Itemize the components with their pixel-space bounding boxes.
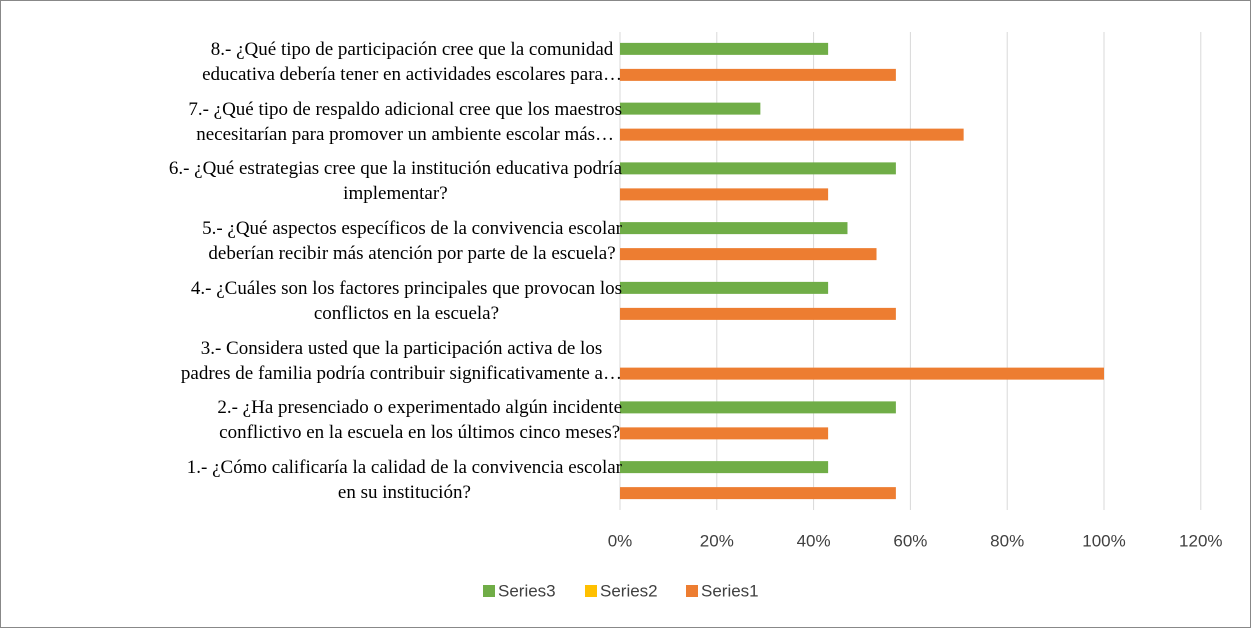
x-tick-label: 120% — [1179, 531, 1222, 550]
y-tick-label: 3.- Considera usted que la participación… — [180, 337, 622, 384]
x-tick-label: 100% — [1082, 531, 1125, 550]
y-tick-label: 1.- ¿Cómo calificaría la calidad de la c… — [186, 457, 622, 504]
bar — [620, 42, 829, 55]
y-tick-label: 5.- ¿Qué aspectos específicos de la conv… — [202, 218, 622, 265]
legend-swatch — [686, 585, 698, 597]
bar — [620, 367, 1104, 380]
legend-swatch — [585, 585, 597, 597]
bar — [620, 427, 829, 440]
x-tick-label: 60% — [893, 531, 927, 550]
x-tick-label: 0% — [608, 531, 633, 550]
bar — [620, 68, 896, 81]
bar — [620, 162, 896, 175]
bar — [620, 188, 829, 201]
bar — [620, 461, 829, 474]
y-tick-label: 6.- ¿Qué estrategias cree que la institu… — [168, 158, 622, 205]
legend-label: Series1 — [701, 581, 759, 600]
y-tick-label: 8.- ¿Qué tipo de participación cree que … — [202, 38, 622, 85]
bar — [620, 281, 829, 294]
bar — [620, 102, 761, 115]
bar — [620, 487, 896, 500]
x-tick-label: 20% — [700, 531, 734, 550]
x-tick-label: 40% — [797, 531, 831, 550]
bar — [620, 307, 896, 320]
bar — [620, 248, 877, 261]
legend-label: Series3 — [498, 581, 556, 600]
legend-swatch — [483, 585, 495, 597]
legend-label: Series2 — [600, 581, 658, 600]
y-tick-label: 2.- ¿Ha presenciado o experimentado algú… — [217, 397, 622, 444]
bar — [620, 128, 964, 141]
x-tick-label: 80% — [990, 531, 1024, 550]
y-tick-label: 7.- ¿Qué tipo de respaldo adicional cree… — [188, 98, 622, 145]
y-tick-label: 4.- ¿Cuáles son los factores principales… — [190, 277, 622, 324]
bar — [620, 222, 848, 235]
bar — [620, 401, 896, 414]
